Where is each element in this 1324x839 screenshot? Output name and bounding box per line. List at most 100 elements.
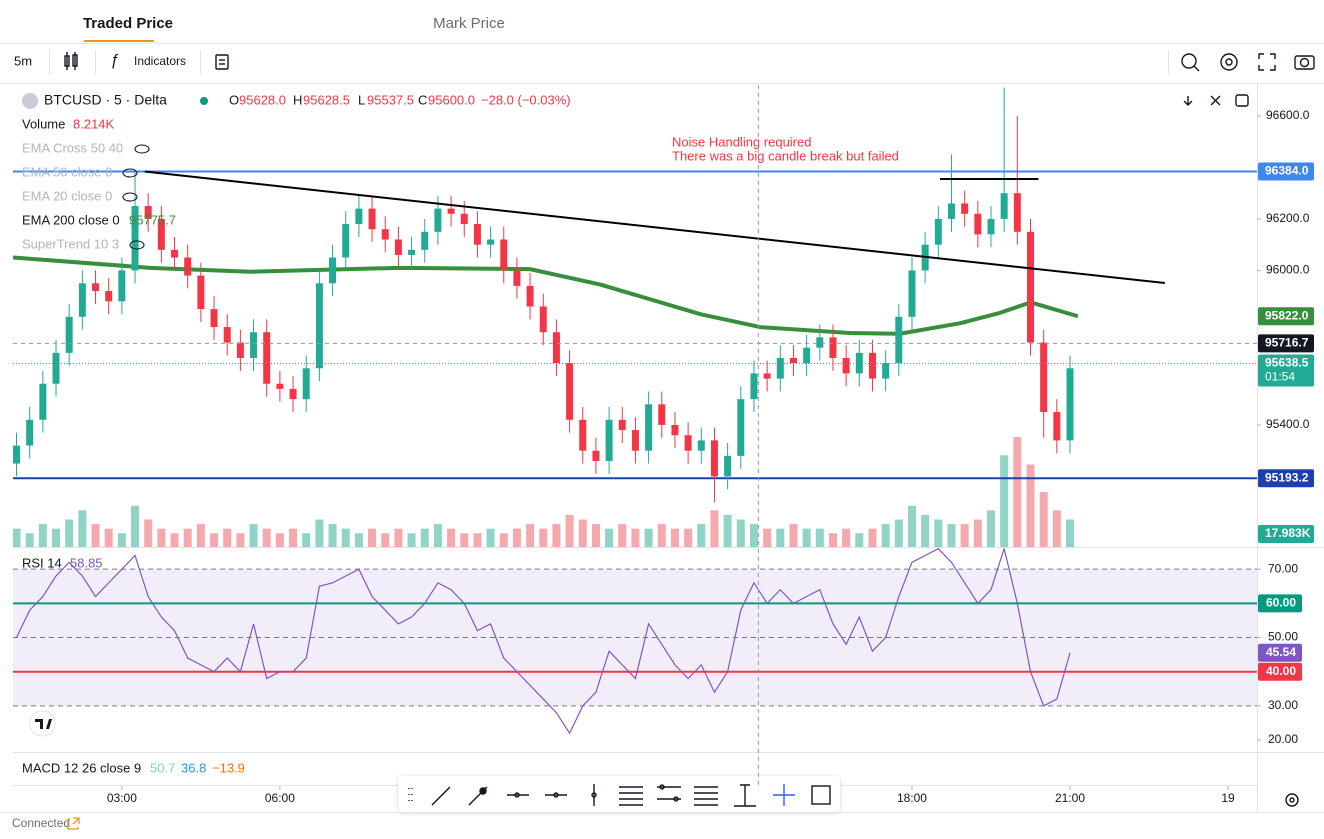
countdown: 01:54 xyxy=(1265,370,1295,384)
interval[interactable]: 5m xyxy=(14,53,32,68)
indicator-label[interactable]: SuperTrend 10 3 xyxy=(22,236,119,251)
price-label: 95193.2 xyxy=(1265,470,1309,484)
volume-bar xyxy=(157,528,166,547)
indicator-value: 58.85 xyxy=(70,555,103,570)
volume-bar xyxy=(131,505,140,547)
candle-body xyxy=(803,347,811,364)
volume-bar xyxy=(1052,510,1061,547)
volume-bar xyxy=(328,524,337,547)
candle-body xyxy=(105,291,113,302)
y-tick-label: 30.00 xyxy=(1268,698,1298,712)
alert-icon[interactable] xyxy=(1181,53,1200,72)
drawing-tools[interactable] xyxy=(408,784,831,807)
candle-body xyxy=(868,352,876,379)
x-tick-label: 18:00 xyxy=(897,791,927,805)
candle-body xyxy=(197,275,205,310)
annotation: There was a big candle break but failed xyxy=(672,148,899,163)
axis-settings[interactable] xyxy=(1285,793,1299,807)
indicator-label[interactable]: MACD 12 26 close 9 xyxy=(22,760,141,775)
indicator-label[interactable]: Volume xyxy=(22,116,65,131)
price-label: 95822.0 xyxy=(1265,308,1309,322)
volume-bar xyxy=(223,528,232,547)
ohlc-value: 95628.0 xyxy=(239,92,286,107)
candle-body xyxy=(631,430,639,451)
candle-body xyxy=(250,332,258,358)
indicator-label[interactable]: EMA 20 close 0 xyxy=(22,188,112,203)
ohlc-key: L xyxy=(358,92,365,107)
candle-body xyxy=(961,203,969,214)
template-icon[interactable] xyxy=(215,54,229,70)
rsi-line xyxy=(15,548,1071,735)
rsi-pane xyxy=(13,548,1257,735)
volume-bar xyxy=(447,528,456,547)
y-tick-label: 50.00 xyxy=(1268,630,1298,644)
candle-body xyxy=(171,249,179,258)
volume-bar xyxy=(78,510,87,547)
hidden-icons[interactable] xyxy=(122,144,150,250)
candle-body xyxy=(315,283,323,369)
volume-bar xyxy=(670,528,679,547)
fx-icon[interactable]: ƒ xyxy=(110,52,119,69)
volume-bar xyxy=(354,533,363,547)
volume-bar xyxy=(618,524,627,547)
candle-body xyxy=(1053,412,1061,441)
chart-type-icon[interactable] xyxy=(64,52,78,70)
volume-bar xyxy=(631,528,640,547)
snapshot-icon[interactable] xyxy=(1294,55,1315,70)
volume-bar xyxy=(539,528,548,547)
volume-bar xyxy=(815,528,824,547)
volume-bar xyxy=(921,514,930,547)
symbol[interactable]: BTCUSD · 5 · Delta xyxy=(44,92,167,108)
volume-bar xyxy=(605,528,614,547)
candle-body xyxy=(26,419,34,446)
candle-body xyxy=(263,332,271,384)
candle-body xyxy=(974,213,982,235)
y-tick-label: 96200.0 xyxy=(1266,211,1310,225)
candle-body xyxy=(816,337,824,348)
tab[interactable]: Mark Price xyxy=(433,15,505,32)
candle-body xyxy=(302,368,310,400)
volume-bar xyxy=(907,505,916,547)
volume-bar xyxy=(1066,519,1075,547)
tab-underline xyxy=(84,40,154,42)
volume-bar xyxy=(1013,437,1022,547)
indicators-button[interactable]: Indicators xyxy=(134,54,186,68)
legend-controls[interactable] xyxy=(1183,94,1249,107)
candle-body xyxy=(342,224,350,258)
settings-icon[interactable] xyxy=(1220,53,1238,71)
x-tick-label: 19 xyxy=(1221,791,1235,805)
ohlc-key: C xyxy=(418,92,427,107)
volume-bar xyxy=(91,524,100,547)
candle-body xyxy=(118,270,126,302)
volume-bar xyxy=(499,533,508,547)
candle-body xyxy=(710,440,718,477)
ohlc-key: H xyxy=(293,92,302,107)
price-label-bg xyxy=(1258,643,1302,662)
volume-bar xyxy=(407,533,416,547)
indicator-label[interactable]: EMA 200 close 0 xyxy=(22,212,120,227)
candle-body xyxy=(1000,193,1008,219)
status-link[interactable] xyxy=(67,817,80,830)
indicator-label[interactable]: RSI 14 xyxy=(22,555,62,570)
volume-bar xyxy=(868,528,877,547)
volume-bar xyxy=(52,528,61,547)
volume-bar xyxy=(934,519,943,547)
indicator-label[interactable]: EMA Cross 50 40 xyxy=(22,140,123,155)
candle-body xyxy=(724,455,732,477)
candle-body xyxy=(750,373,758,400)
volume-bar xyxy=(947,524,956,547)
tab[interactable]: Traded Price xyxy=(83,15,173,32)
ohlc-value: 95600.0 xyxy=(428,92,475,107)
candle-body xyxy=(184,257,192,276)
y-tick-label: 95400.0 xyxy=(1266,417,1310,431)
indicator-label[interactable]: EMA 50 close 0 xyxy=(22,164,112,179)
volume-bar xyxy=(828,533,837,547)
fullscreen-icon[interactable] xyxy=(1258,53,1276,71)
volume-bar xyxy=(315,519,324,547)
volume-bar xyxy=(38,524,47,547)
volume-bar xyxy=(881,524,890,547)
candle-body xyxy=(210,309,218,328)
volume-bar xyxy=(368,528,377,547)
candle-body xyxy=(223,327,231,343)
